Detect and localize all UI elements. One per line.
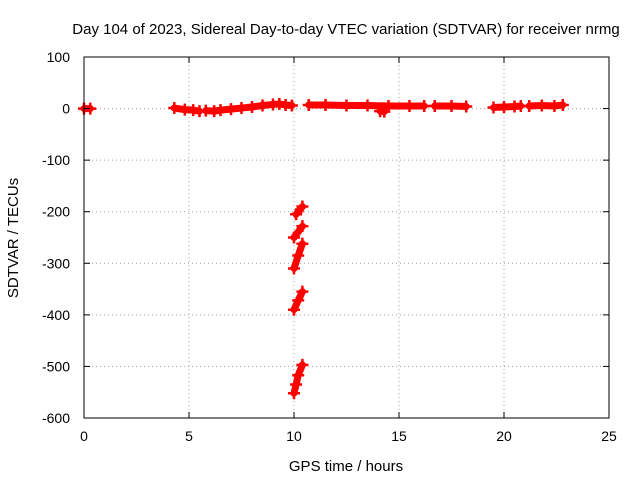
- chart-title: Day 104 of 2023, Sidereal Day-to-day VTE…: [72, 21, 619, 38]
- data-point: [460, 100, 473, 113]
- data-point: [535, 99, 548, 112]
- data-point: [214, 104, 227, 117]
- x-tick-label: 10: [286, 428, 302, 444]
- data-point: [290, 208, 303, 221]
- y-axis-label: SDTVAR / TECUs: [5, 178, 22, 298]
- data-point: [340, 99, 353, 112]
- data-point: [296, 358, 309, 371]
- data-point: [428, 99, 441, 112]
- data-point: [288, 231, 300, 244]
- data-point: [523, 99, 536, 112]
- data-point: [302, 98, 315, 111]
- data-point: [285, 99, 298, 112]
- data-point: [445, 99, 458, 112]
- grid-lines: [84, 57, 609, 418]
- plot-frame: [83, 56, 610, 419]
- data-point: [296, 237, 309, 250]
- data-segment: [290, 222, 306, 241]
- data-point: [292, 294, 305, 307]
- x-tick-label: 25: [601, 428, 617, 444]
- y-tick-label: -400: [42, 307, 70, 323]
- data-point: [246, 101, 258, 114]
- y-tick-label: 100: [47, 49, 71, 65]
- x-tick-label: 15: [391, 428, 407, 444]
- data-point: [319, 98, 332, 111]
- data-point: [556, 98, 569, 111]
- x-tick-label: 5: [185, 428, 193, 444]
- y-tick-label: -100: [42, 152, 70, 168]
- data-point: [296, 200, 309, 213]
- y-tick-label: -500: [42, 358, 70, 374]
- data-point: [290, 378, 303, 391]
- data-series: [78, 97, 569, 400]
- data-point: [288, 387, 300, 400]
- x-axis-label: GPS time / hours: [289, 458, 403, 475]
- data-point: [288, 303, 300, 316]
- data-point: [378, 105, 391, 118]
- y-tick-label: -600: [42, 410, 70, 426]
- data-point: [288, 262, 300, 275]
- y-tick-label: -200: [42, 204, 70, 220]
- axis-ticks: 0 5 10 15 20 25 100 0 -100 -200 -300 -400 -500 -600: [42, 49, 617, 444]
- data-point: [292, 249, 305, 262]
- data-point: [361, 99, 374, 112]
- data-point: [418, 99, 431, 112]
- data-point: [487, 101, 500, 114]
- data-point: [168, 102, 181, 115]
- x-tick-label: 0: [80, 428, 88, 444]
- data-point: [235, 102, 248, 115]
- data-point: [292, 369, 305, 382]
- y-tick-label: -300: [42, 255, 70, 271]
- data-point: [403, 99, 416, 112]
- y-tick-label: 0: [62, 101, 70, 117]
- data-point: [225, 103, 237, 116]
- x-tick-label: 20: [496, 428, 512, 444]
- data-point: [296, 285, 309, 298]
- data-point: [296, 220, 309, 233]
- data-point: [256, 99, 269, 112]
- data-point: [498, 101, 510, 114]
